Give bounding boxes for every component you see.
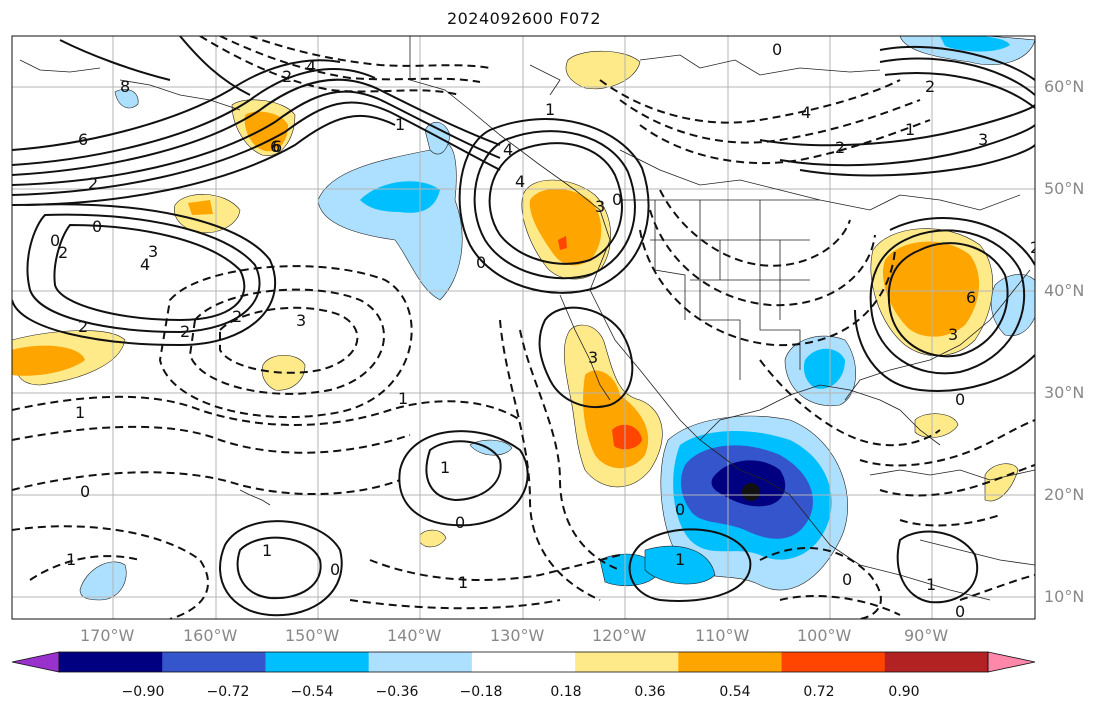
colorbar-segment	[265, 652, 370, 672]
colorbar-extend-high	[987, 651, 1036, 673]
contour-label: 1	[75, 403, 85, 422]
contour-label: 2	[925, 77, 935, 96]
contour-label: 0	[955, 390, 965, 409]
contour-label: 3	[978, 130, 988, 149]
contour-label: 2	[282, 67, 292, 86]
contour-label: 1	[458, 573, 468, 592]
lon-label-110w: 110°W	[695, 626, 750, 645]
lon-label-160w: 160°W	[183, 626, 238, 645]
colorbar-tick-label: −0.18	[459, 684, 503, 700]
contour-label: 2	[88, 174, 98, 193]
colorbar-frame	[58, 651, 989, 673]
contour-label: 4	[515, 172, 525, 191]
contour-label: 2	[232, 307, 242, 326]
contour-label: 4	[140, 255, 150, 274]
colorbar-segment	[471, 652, 576, 672]
contour-label: 6	[270, 137, 280, 156]
lon-label-120w: 120°W	[592, 626, 647, 645]
contour-label: 1	[262, 541, 272, 560]
contour-label: 3	[148, 242, 158, 261]
colorbar-tick-label: −0.90	[121, 684, 165, 700]
map-title: 2024092600 F072	[446, 9, 602, 28]
colorbar-tick-label: 0.54	[719, 684, 751, 700]
contour-lines	[12, 36, 1035, 617]
contour-label: 0	[955, 602, 965, 621]
colorbar-tick-label: −0.54	[290, 684, 334, 700]
colorbar-segment	[162, 652, 266, 672]
contour-label: 4	[801, 103, 811, 122]
contour-label: 6	[966, 288, 976, 307]
contour-label: 1	[440, 458, 450, 477]
contour-label: 0	[455, 513, 465, 532]
colorbar-tick-label: −0.72	[206, 684, 250, 700]
lat-label-30n: 30°N	[1044, 383, 1085, 402]
colorbar-segment	[368, 652, 473, 672]
coastlines	[19, 36, 1035, 601]
contour-label: 0	[80, 482, 90, 501]
contour-label: 4	[306, 57, 316, 76]
contour-label: 3	[296, 311, 306, 330]
lat-label-10n: 10°N	[1044, 587, 1085, 606]
colorbar	[11, 651, 1036, 673]
contour-label: 2	[180, 322, 190, 341]
contour-label: 1	[545, 100, 555, 119]
colorbar-tick-label: 0.36	[634, 684, 666, 700]
colorbar-segment	[678, 652, 783, 672]
contour-label: 1	[675, 550, 685, 569]
contour-label: 2	[58, 243, 68, 262]
colorbar-tick-label: 0.90	[888, 684, 920, 700]
colorbar-segment	[575, 652, 679, 672]
anomaly-fill-layer	[12, 36, 1035, 601]
lat-label-20n: 20°N	[1044, 485, 1085, 504]
contour-label: 1	[398, 389, 408, 408]
lon-label-150w: 150°W	[285, 626, 340, 645]
colorbar-tick-label: 0.18	[550, 684, 582, 700]
colorbar-extend-low	[11, 651, 60, 673]
contour-label: 0	[92, 217, 102, 236]
contour-label: 6	[272, 137, 282, 156]
contour-label: 3	[588, 348, 598, 367]
lon-label-170w: 170°W	[80, 626, 135, 645]
contour-label: 2	[1030, 238, 1040, 257]
contour-label: 0	[675, 500, 685, 519]
contour-label: 4	[503, 140, 513, 159]
colorbar-tick-label: 0.72	[803, 684, 835, 700]
contour-label: 1	[66, 550, 76, 569]
contour-label: 3	[595, 197, 605, 216]
contour-label: 0	[612, 190, 622, 209]
contour-label: 3	[948, 325, 958, 344]
contour-label: 0	[476, 253, 486, 272]
contour-label: 0	[330, 560, 340, 579]
colorbar-segment	[884, 652, 989, 672]
contour-labels: 8 6 6 2 0 0 2 3 4 2 2 2 3 4 2 1 0 1 6 4 …	[50, 40, 1040, 621]
lon-label-100w: 100°W	[797, 626, 852, 645]
contour-label: 0	[842, 570, 852, 589]
contour-label: 6	[78, 130, 88, 149]
contour-label: 8	[120, 77, 130, 96]
map-frame	[11, 35, 1036, 620]
contour-label: 1	[395, 115, 405, 134]
contour-label: 2	[835, 138, 845, 157]
lat-label-40n: 40°N	[1044, 281, 1085, 300]
lon-label-90w: 90°W	[904, 626, 949, 645]
contour-label: 1	[905, 120, 915, 139]
lon-label-130w: 130°W	[490, 626, 545, 645]
contour-label: 0	[50, 231, 60, 250]
contour-label: 1	[926, 575, 936, 594]
contour-label: 2	[78, 317, 88, 336]
colorbar-segment	[781, 652, 886, 672]
colorbar-tick-label: −0.36	[375, 684, 419, 700]
lon-label-140w: 140°W	[387, 626, 442, 645]
contour-lines-dashed	[12, 36, 1035, 619]
lat-label-60n: 60°N	[1044, 77, 1085, 96]
lat-label-50n: 50°N	[1044, 179, 1085, 198]
contour-label: 0	[772, 40, 782, 59]
colorbar-segment	[59, 652, 163, 672]
